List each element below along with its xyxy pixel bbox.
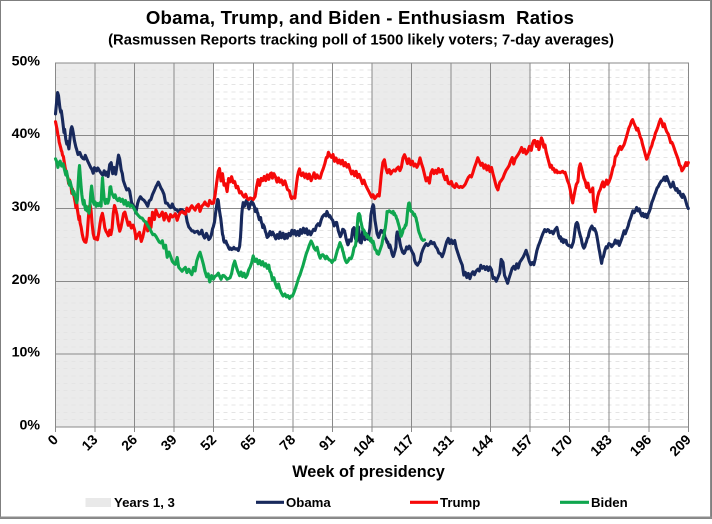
svg-text:(Rasmussen Reports tracking po: (Rasmussen Reports tracking poll of 1500… bbox=[108, 33, 614, 49]
svg-text:Week of presidency: Week of presidency bbox=[292, 463, 445, 481]
svg-text:10%: 10% bbox=[12, 345, 41, 361]
svg-text:0%: 0% bbox=[19, 418, 40, 434]
svg-text:20%: 20% bbox=[12, 272, 41, 288]
svg-text:Biden: Biden bbox=[591, 495, 628, 510]
svg-text:Obama: Obama bbox=[286, 495, 331, 510]
svg-text:50%: 50% bbox=[12, 53, 41, 69]
svg-text:Trump: Trump bbox=[440, 495, 480, 510]
svg-text:40%: 40% bbox=[12, 126, 41, 142]
svg-text:Obama, Trump, and Biden - Enth: Obama, Trump, and Biden - Enthusiasm Rat… bbox=[146, 7, 574, 28]
svg-text:30%: 30% bbox=[12, 199, 41, 215]
svg-text:Years 1, 3: Years 1, 3 bbox=[114, 495, 175, 510]
